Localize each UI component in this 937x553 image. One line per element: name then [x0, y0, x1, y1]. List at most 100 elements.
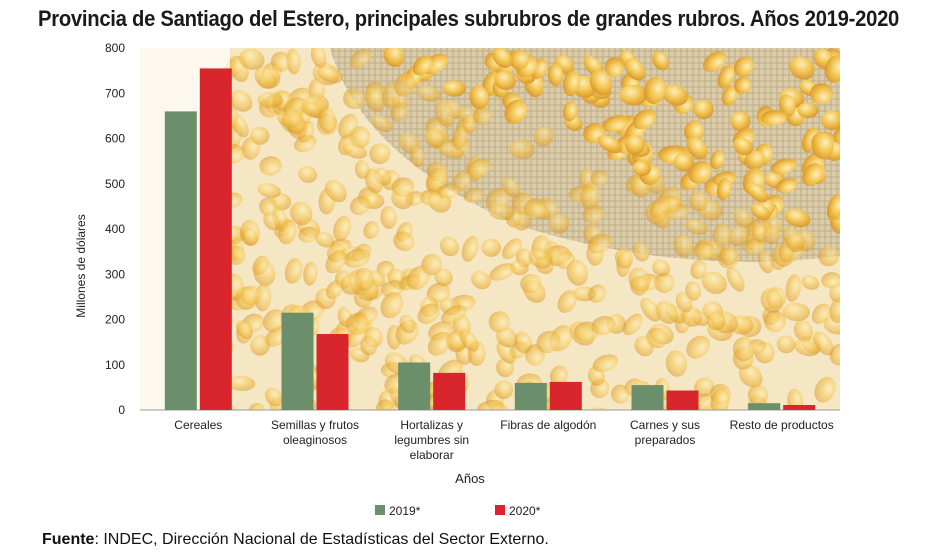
corn-kernel	[412, 55, 433, 76]
corn-kernel	[604, 57, 624, 77]
corn-kernel	[778, 94, 796, 118]
y-tick-label: 0	[118, 403, 125, 417]
corn-kernel	[317, 66, 343, 84]
corn-kernel	[229, 90, 253, 112]
bar-2020-5	[783, 405, 816, 410]
corn-kernel	[340, 273, 363, 295]
corn-kernel	[610, 384, 630, 404]
corn-kernel	[814, 376, 836, 403]
corn-kernel	[494, 380, 514, 400]
corn-kernel	[580, 182, 601, 210]
corn-kernel	[496, 341, 516, 364]
corn-kernel	[590, 169, 609, 186]
corn-kernel	[694, 377, 715, 397]
corn-kernel	[802, 163, 823, 187]
corn-kernel	[591, 315, 616, 335]
corn-kernel	[494, 71, 516, 91]
corn-kernel	[239, 48, 265, 70]
corn-kernel	[582, 204, 604, 224]
y-tick-label: 700	[105, 86, 125, 100]
x-tick-label: Semillas y frutos	[271, 418, 359, 432]
corn-kernel	[437, 183, 461, 199]
corn-kernel	[786, 232, 806, 253]
corn-kernel	[733, 56, 754, 77]
corn-kernel	[286, 48, 301, 75]
corn-kernel	[739, 364, 763, 388]
corn-kernel	[763, 310, 786, 333]
corn-kernel	[259, 197, 278, 216]
corn-kernel	[461, 235, 479, 262]
corn-kernel	[673, 234, 693, 258]
corn-kernel	[827, 194, 840, 220]
corn-kernel	[557, 290, 578, 314]
corn-kernel	[640, 297, 661, 322]
corn-kernel	[730, 111, 751, 132]
corn-kernel	[391, 177, 415, 197]
corn-kernel	[257, 182, 281, 198]
corn-kernel	[434, 100, 455, 128]
corn-kernel	[250, 334, 271, 356]
corn-kernel	[241, 227, 258, 246]
legend-swatch-0	[375, 505, 385, 515]
corn-kernel	[496, 327, 518, 348]
corn-kernel	[757, 250, 774, 274]
corn-kernel	[502, 177, 521, 198]
chart: 0 100 200 300 400 500 600 700 800 Cereales Semill…	[0, 36, 937, 518]
y-tick-label: 100	[105, 358, 125, 372]
corn-kernel	[719, 246, 738, 266]
corn-kernel	[693, 241, 715, 260]
corn-kernel	[324, 179, 347, 203]
corn-kernel	[427, 331, 452, 356]
corn-kernel	[563, 70, 581, 97]
corn-kernel	[476, 399, 504, 410]
corn-kernel	[789, 56, 815, 80]
corn-kernel	[821, 272, 840, 289]
corn-kernel	[452, 125, 468, 150]
corn-kernel	[250, 126, 270, 145]
corn-kernel	[536, 330, 561, 354]
corn-kernel	[821, 110, 840, 131]
corn-kernel	[383, 48, 405, 67]
corn-kernel	[562, 101, 578, 122]
corn-kernel	[601, 115, 629, 133]
x-tick-label: preparados	[635, 433, 696, 447]
corn-kernel	[549, 213, 570, 234]
corn-kernel	[717, 64, 735, 89]
corn-kernel	[734, 76, 752, 94]
corn-kernel	[634, 336, 654, 357]
corn-kernel	[630, 275, 649, 296]
corn-kernel	[811, 303, 831, 324]
corn-kernel	[235, 320, 253, 340]
corn-kernel	[688, 191, 708, 212]
corn-kernel	[818, 245, 839, 267]
corn-kernel	[686, 335, 711, 359]
x-tick-label: oleaginosos	[283, 433, 347, 447]
bar-2020-3	[549, 381, 582, 410]
corn-kernel	[797, 102, 819, 119]
corn-kernel	[589, 69, 613, 96]
corn-kernel	[716, 177, 732, 201]
corn-kernel	[811, 132, 834, 160]
corn-kernel	[726, 266, 745, 292]
corn-kernel	[549, 365, 568, 386]
corn-background-image	[140, 48, 840, 410]
bar-2019-5	[748, 403, 781, 410]
corn-kernel	[393, 231, 415, 252]
corn-kernel	[434, 268, 453, 286]
corn-kernel	[416, 85, 442, 102]
corn-kernel	[343, 248, 371, 268]
y-tick-label: 400	[105, 222, 125, 236]
corn-kernel	[632, 241, 650, 262]
corn-kernel	[523, 279, 546, 303]
corn-kernel	[776, 335, 796, 354]
corn-kernel	[417, 303, 441, 325]
corn-kernel	[744, 150, 766, 170]
corn-kernel	[721, 85, 738, 107]
corn-kernel	[424, 128, 446, 148]
corn-kernel	[665, 350, 688, 377]
corn-kernel	[394, 73, 416, 97]
corn-kernel	[298, 166, 318, 183]
legend-label-1: 2020*	[509, 504, 541, 516]
x-tick-label: elaborar	[410, 448, 454, 462]
